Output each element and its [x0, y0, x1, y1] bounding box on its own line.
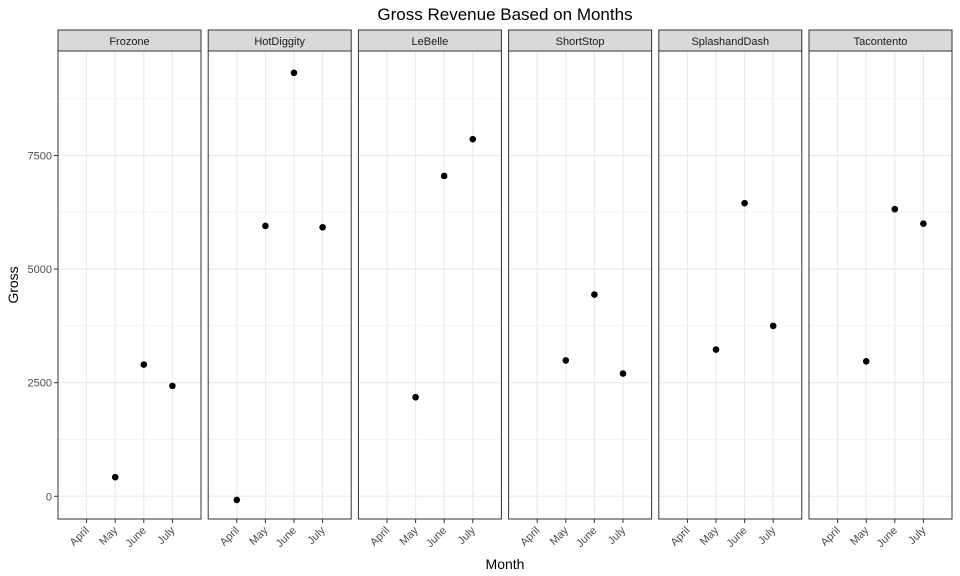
y-tick-label: 7500 [28, 151, 52, 163]
facet-strip-label: Frozone [109, 36, 149, 48]
x-tick-label: July [305, 524, 328, 547]
data-point [290, 69, 298, 77]
x-tick-label: April [68, 525, 92, 549]
data-point [469, 135, 477, 143]
data-point [233, 496, 241, 504]
data-point [111, 473, 119, 481]
facet-strip [357, 29, 502, 52]
data-point [741, 199, 748, 207]
data-point [440, 172, 448, 180]
facet-strip [808, 29, 953, 52]
panel-background [508, 51, 652, 519]
data-point [619, 370, 627, 377]
facet-strip-label: ShortStop [556, 36, 605, 48]
facet-strip [658, 29, 803, 52]
x-tick-label: April [368, 525, 392, 549]
x-tick-label: April [819, 525, 843, 549]
x-tick-label: April [218, 525, 242, 549]
x-tick-label: July [606, 524, 629, 547]
facet-panel: Frozone April May June July [57, 29, 202, 550]
x-tick-label: June [724, 525, 749, 550]
x-tick-label: July [756, 524, 779, 547]
x-tick-label: June [574, 525, 599, 550]
data-point [262, 222, 269, 230]
x-tick-label: July [155, 524, 178, 547]
facet-strip-label: SplashandDash [691, 36, 769, 48]
data-point [591, 291, 598, 298]
x-tick-label: May [548, 524, 572, 548]
panel-background [809, 51, 952, 519]
x-tick-label: June [274, 525, 299, 550]
facet-strip-label: Tacontento [854, 36, 908, 48]
facet-strip [207, 29, 352, 52]
data-point [412, 393, 419, 401]
facet-panel: Tacontento April May June July [808, 29, 953, 550]
x-tick-label: May [698, 524, 722, 548]
panel-background [658, 51, 802, 519]
data-point [140, 361, 148, 368]
chart-title: Gross Revenue Based on Months [377, 5, 632, 24]
data-point [169, 382, 176, 390]
data-point [712, 346, 720, 353]
facet-panel: ShortStop April May June July [508, 29, 653, 550]
x-tick-label: May [848, 524, 872, 548]
panel-background [58, 51, 201, 519]
x-tick-label: July [456, 524, 479, 547]
panel-background [358, 51, 502, 519]
x-tick-label: May [398, 524, 422, 548]
x-tick-label: May [247, 524, 271, 548]
x-tick-label: June [875, 525, 900, 550]
x-axis-title: Month [486, 556, 525, 572]
x-tick-label: June [424, 525, 449, 550]
panel-background [208, 51, 352, 519]
facet-strip-label: HotDiggity [254, 36, 305, 48]
x-tick-label: April [518, 525, 542, 549]
data-point [769, 322, 777, 330]
facet-panel: SplashandDash April May June July [658, 29, 803, 550]
data-point [862, 358, 870, 365]
x-tick-label: April [668, 525, 692, 549]
y-tick-label: 0 [46, 491, 52, 503]
facet-panel: LeBelle April May June July [357, 29, 502, 550]
data-point [562, 357, 570, 364]
data-point [319, 223, 326, 231]
facet-strip [508, 29, 653, 52]
facet-strip-label: LeBelle [412, 36, 449, 48]
y-tick-label: 5000 [28, 264, 52, 276]
x-tick-label: May [97, 524, 121, 548]
facet-panel: HotDiggity April May June July [207, 29, 352, 550]
data-point [920, 220, 927, 227]
facet-strip [57, 29, 202, 52]
x-tick-label: July [906, 524, 929, 547]
data-point [891, 205, 899, 213]
y-axis-title: Gross [5, 266, 21, 303]
y-tick-label: 2500 [28, 378, 52, 390]
x-tick-label: June [124, 525, 149, 550]
